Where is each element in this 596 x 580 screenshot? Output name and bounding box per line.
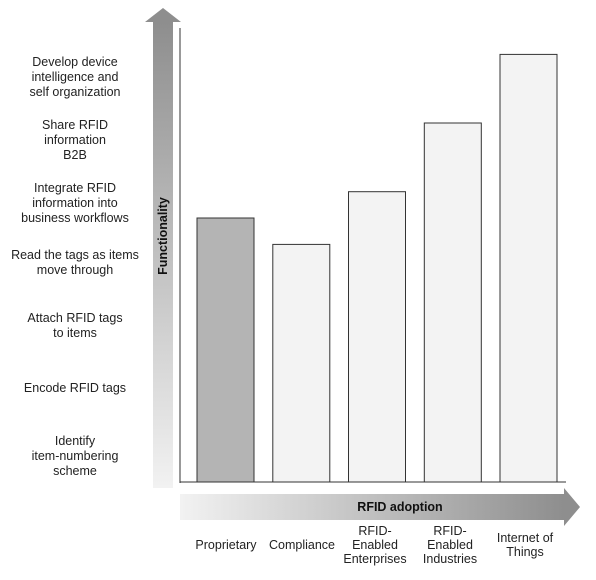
y-tick-label: Identify item-numbering scheme (31, 434, 119, 478)
y-tick-label: Attach RFID tags to items (27, 311, 123, 340)
bar-0 (196, 217, 255, 483)
y-axis-arrow (145, 8, 181, 488)
x-axis-title: RFID adoption (357, 500, 442, 514)
bar-1 (272, 243, 331, 483)
y-axis-title: Functionality (156, 197, 170, 275)
y-tick-label: Develop device intelligence and self organ… (29, 55, 121, 99)
x-tick-label: Compliance (268, 538, 335, 552)
bar-3 (423, 122, 482, 483)
y-tick-label: Encode RFID tags (23, 381, 127, 395)
x-tick-label: RFID- Enabled Industries (422, 524, 478, 566)
y-tick-label: Read the tags as items move through (11, 248, 139, 277)
x-tick-label: Proprietary (195, 538, 257, 552)
bar-2 (348, 191, 406, 483)
y-tick-label: Share RFID information B2B (42, 118, 108, 162)
x-tick-label: Internet of Things (496, 531, 554, 559)
y-tick-label: Integrate RFID information into business w… (21, 181, 129, 225)
bar-4 (499, 53, 558, 483)
x-axis-arrow (180, 488, 580, 526)
x-tick-label: RFID- Enabled Enterprises (343, 524, 407, 566)
